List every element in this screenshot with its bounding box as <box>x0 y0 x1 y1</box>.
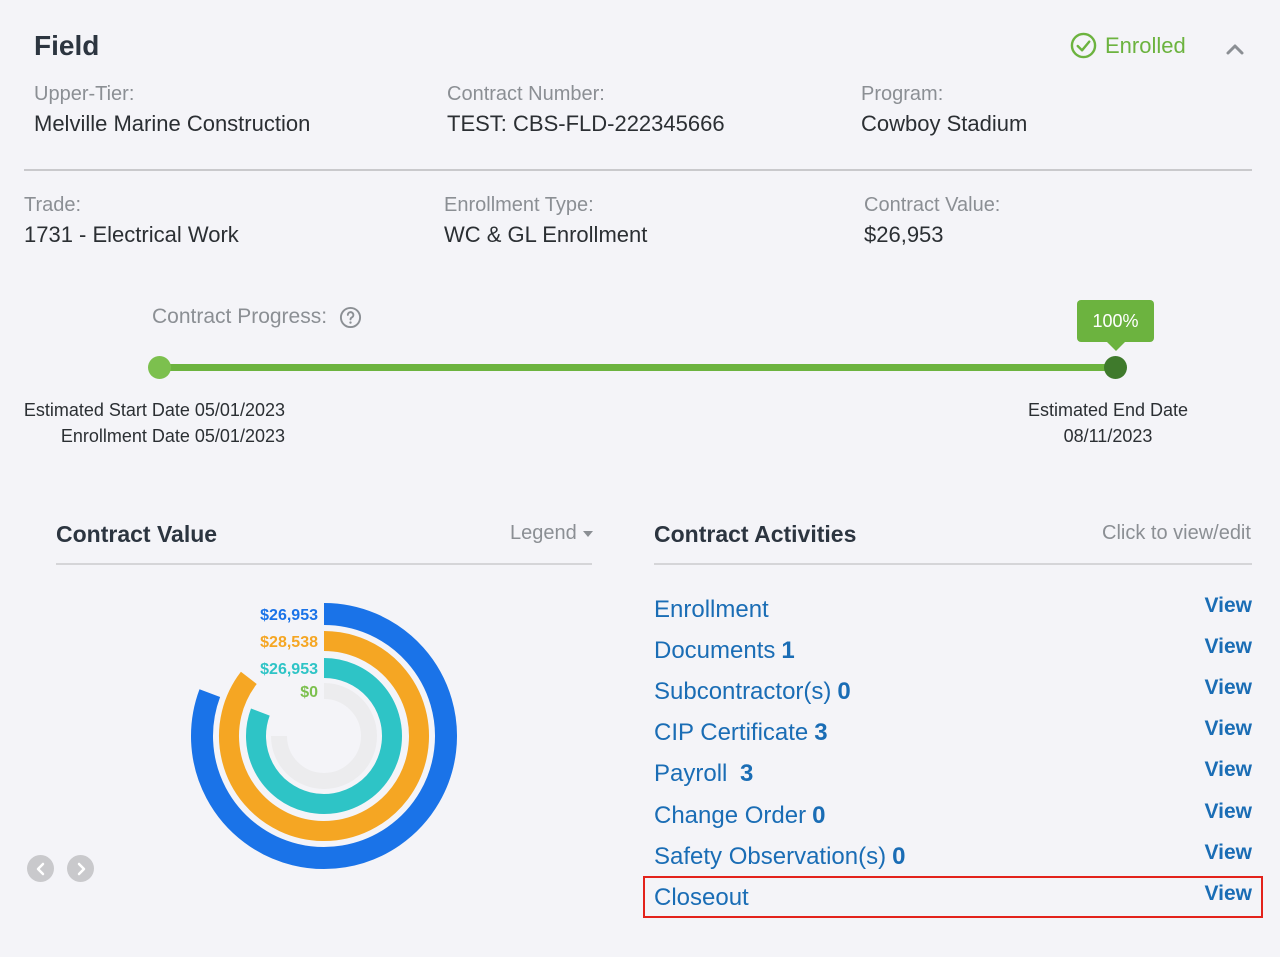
contract-activities-title: Contract Activities <box>654 521 857 547</box>
activity-name: Safety Observation(s) <box>654 842 887 870</box>
activity-link-documents[interactable]: Documents 1 <box>654 637 795 665</box>
activity-count: 3 <box>814 719 828 747</box>
activity-count: 0 <box>892 842 906 870</box>
carousel-prev-button[interactable] <box>27 855 54 882</box>
contract-value-value: $26,953 <box>864 222 944 247</box>
activity-count: 1 <box>781 637 795 665</box>
activity-name: Payroll <box>654 760 735 788</box>
view-closeout-button[interactable]: View <box>1204 881 1252 905</box>
contract-value-label: Contract Value: <box>864 194 1001 216</box>
view-documents-button[interactable]: View <box>1204 635 1252 659</box>
activity-link-subcontractor-s[interactable]: Subcontractor(s) 0 <box>654 678 851 706</box>
activity-link-enrollment[interactable]: Enrollment <box>654 596 775 624</box>
estimated-end-date-label: Estimated End Date <box>1027 400 1189 420</box>
contract-value-radial-chart: $26,953 $28,538 $26,953 $0 <box>191 603 457 869</box>
enrollment-date: Enrollment Date 05/01/2023 <box>60 426 285 446</box>
activity-name: Change Order <box>654 801 807 829</box>
legend-label: Legend <box>510 522 577 544</box>
page-title: Field <box>34 30 100 61</box>
activity-row-change-order: Change Order 0 View <box>654 799 1252 838</box>
activity-link-safety-observation-s[interactable]: Safety Observation(s) 0 <box>654 843 905 871</box>
activity-link-payroll[interactable]: Payroll 3 <box>654 760 753 788</box>
progress-percent-bubble: 100% <box>1077 300 1154 351</box>
contract-activities-divider <box>654 563 1252 565</box>
ring-arc-1 <box>219 631 429 841</box>
caret-down-icon <box>582 530 593 537</box>
view-subcontractor-s-button[interactable]: View <box>1204 676 1252 700</box>
legend-dropdown[interactable]: Legend <box>510 522 593 545</box>
estimated-end-date: 08/11/2023 <box>1063 426 1153 446</box>
ring-value-label-2: $26,953 <box>260 661 318 678</box>
activity-row-enrollment: Enrollment View <box>654 594 1252 632</box>
contract-progress-text: Contract Progress: <box>152 305 328 328</box>
view-cip-certificate-button[interactable]: View <box>1204 717 1252 741</box>
ring-arc-0 <box>191 603 457 869</box>
activity-name: Closeout <box>654 883 749 911</box>
view-payroll-button[interactable]: View <box>1204 758 1252 782</box>
ring-value-label-1: $28,538 <box>260 634 318 651</box>
view-change-order-button[interactable]: View <box>1204 799 1252 823</box>
view-enrollment-button[interactable]: View <box>1204 594 1252 617</box>
start-date-block: Estimated Start Date 05/01/2023 Enrollme… <box>18 397 285 449</box>
activity-count: 3 <box>740 760 754 788</box>
contract-value-title: Contract Value <box>56 521 218 547</box>
closeout-highlight-box <box>643 876 1263 918</box>
activity-row-documents: Documents 1 View <box>654 635 1252 673</box>
activity-link-closeout[interactable]: Closeout <box>654 884 755 912</box>
section-divider <box>24 169 1252 171</box>
end-date-block: Estimated End Date 08/11/2023 <box>1008 397 1208 449</box>
click-to-view-hint: Click to view/edit <box>1102 522 1251 544</box>
chevron-up-icon[interactable] <box>1222 36 1248 62</box>
upper-tier-value: Melville Marine Construction <box>34 111 311 136</box>
activity-row-closeout: Closeout View <box>654 881 1252 920</box>
ring-value-label-3: $0 <box>300 684 318 701</box>
trade-label: Trade: <box>24 194 82 216</box>
activity-row-cip-certificate: CIP Certificate 3 View <box>654 717 1252 755</box>
help-icon[interactable] <box>339 306 362 329</box>
activity-name: Subcontractor(s) <box>654 678 832 706</box>
activity-name: Documents <box>654 637 776 665</box>
contract-progress-label: Contract Progress: <box>152 305 362 329</box>
program-value: Cowboy Stadium <box>861 111 1028 136</box>
enrollment-type-value: WC & GL Enrollment <box>444 222 648 247</box>
activity-row-payroll: Payroll 3 View <box>654 758 1252 796</box>
view-safety-observation-s-button[interactable]: View <box>1204 840 1252 864</box>
activity-link-cip-certificate[interactable]: CIP Certificate 3 <box>654 719 828 747</box>
ring-value-label-0: $26,953 <box>260 607 318 624</box>
activity-row-safety-observation-s: Safety Observation(s) 0 View <box>654 840 1252 879</box>
estimated-start-date: Estimated Start Date 05/01/2023 <box>23 400 285 420</box>
status-text: Enrolled <box>1105 32 1186 58</box>
contract-value-divider <box>56 563 592 565</box>
check-circle-icon <box>1070 32 1097 59</box>
status-badge: Enrolled <box>1070 32 1186 59</box>
chevron-left-icon <box>36 862 44 875</box>
ring-track-3 <box>271 683 377 789</box>
activity-link-change-order[interactable]: Change Order 0 <box>654 802 825 830</box>
contract-number-label: Contract Number: <box>447 83 605 105</box>
progress-start-dot <box>148 356 171 379</box>
program-label: Program: <box>861 83 944 105</box>
activity-count: 0 <box>837 678 851 706</box>
progress-end-dot <box>1104 356 1127 379</box>
ring-arc-2 <box>246 658 402 814</box>
activity-count: 0 <box>812 801 826 829</box>
activity-name: Enrollment <box>654 596 769 623</box>
activity-name: CIP Certificate <box>654 719 809 747</box>
trade-value: 1731 - Electrical Work <box>24 222 239 247</box>
progress-track <box>160 364 1116 371</box>
activity-row-subcontractor-s: Subcontractor(s) 0 View <box>654 676 1252 714</box>
chevron-right-icon <box>77 862 85 875</box>
enrollment-type-label: Enrollment Type: <box>444 194 594 216</box>
carousel-next-button[interactable] <box>67 855 94 882</box>
upper-tier-label: Upper-Tier: <box>34 83 135 105</box>
contract-number-value: TEST: CBS-FLD-222345666 <box>447 111 725 136</box>
